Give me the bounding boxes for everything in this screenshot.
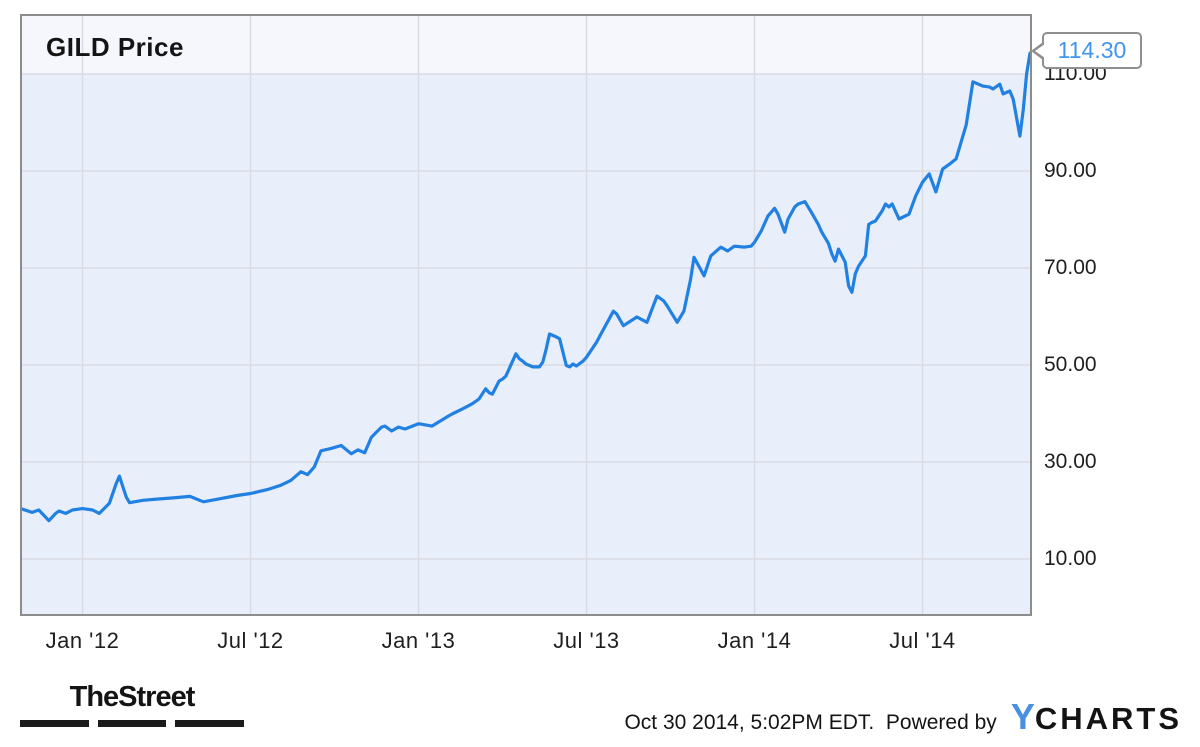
x-axis-tick-label: Jan '12	[45, 628, 120, 653]
powered-by-label: Powered by	[885, 711, 997, 734]
ycharts-wordmark: CHARTS	[1034, 701, 1182, 736]
x-axis-tick-label: Jan '13	[381, 628, 456, 653]
y-axis-tick-label: 90.00	[1044, 159, 1097, 182]
x-axis-tick-label: Jan '14	[717, 628, 792, 653]
logo-bar	[175, 719, 245, 727]
timestamp: Oct 30 2014, 5:02PM EDT. Powered by	[624, 711, 996, 735]
ycharts-y-glyph: Y	[1010, 696, 1035, 737]
price-line	[22, 51, 1030, 523]
x-axis-tick-label: Jul '14	[889, 628, 956, 653]
thestreet-logo-bars-icon	[20, 719, 245, 727]
x-axis-tick-label: Jul '13	[553, 628, 620, 653]
y-axis-tick-label: 70.00	[1044, 256, 1097, 279]
footer-attribution: Oct 30 2014, 5:02PM EDT. Powered by YCHA…	[624, 696, 1182, 738]
y-axis-tick-label: 50.00	[1044, 353, 1097, 376]
chart-title: GILD Price	[46, 32, 184, 62]
last-price-value: 114.30	[1057, 37, 1127, 63]
timestamp-value: Oct 30 2014, 5:02PM EDT.	[624, 711, 875, 734]
thestreet-logo: TheStreet	[20, 681, 245, 727]
plot-background	[22, 16, 1030, 614]
ycharts-logo: YCHARTS	[1011, 696, 1182, 738]
title-band	[22, 16, 1030, 74]
last-price-callout: 114.30	[1031, 32, 1142, 69]
logo-bar	[97, 719, 167, 727]
thestreet-logo-text: TheStreet	[69, 681, 196, 713]
price-chart: GILD Price	[20, 14, 1032, 616]
callout-tail-icon	[1035, 43, 1045, 58]
x-axis-tick-label: Jul '12	[217, 628, 284, 653]
y-axis-tick-label: 30.00	[1044, 450, 1097, 473]
y-axis-tick-label: 10.00	[1044, 547, 1097, 570]
logo-bar	[20, 719, 89, 727]
plot-area	[22, 16, 1030, 614]
